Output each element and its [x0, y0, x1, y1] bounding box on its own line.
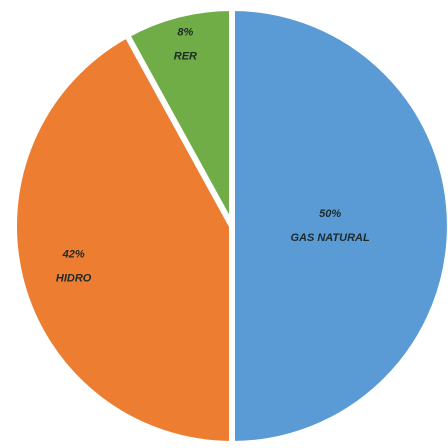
pie-slice [229, 4, 448, 448]
value-label: 8% [177, 26, 193, 38]
category-label: HIDRO [56, 273, 92, 285]
category-label: RER [174, 50, 197, 62]
category-label: GAS NATURAL [290, 232, 370, 244]
pie-slice [122, 4, 235, 228]
value-label: 42% [62, 249, 85, 261]
pie-slice [11, 30, 235, 448]
value-label: 50% [319, 208, 341, 220]
